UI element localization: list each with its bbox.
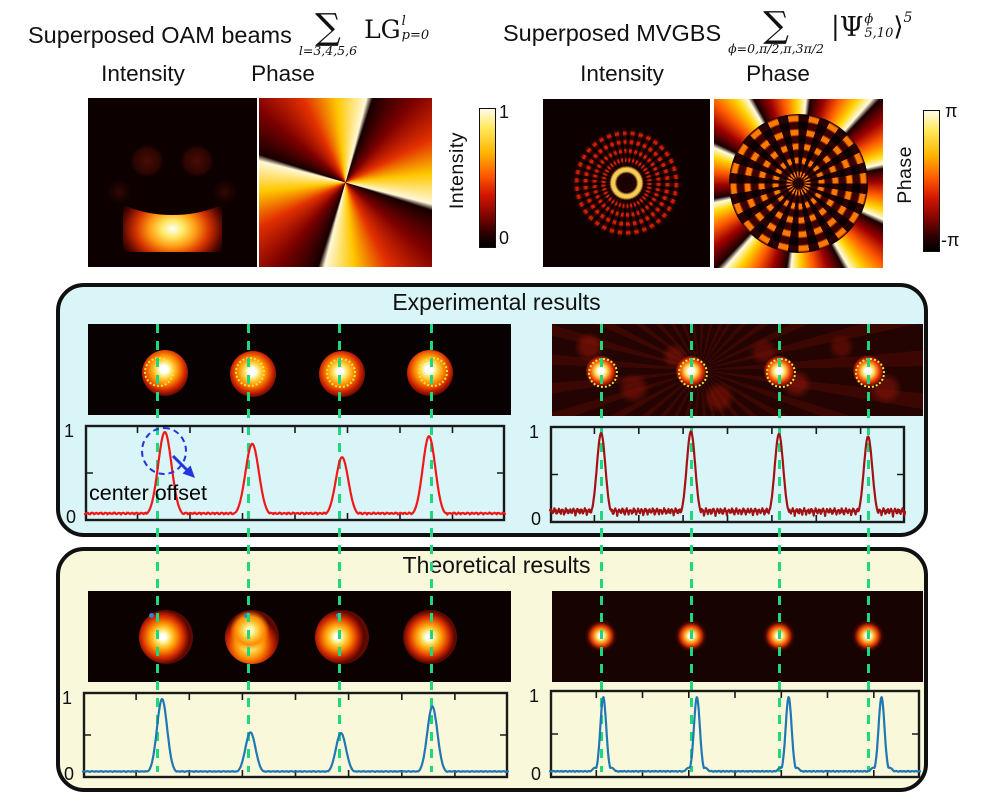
label-phase-left: Phase (251, 61, 315, 86)
profile-curve (83, 424, 507, 522)
mvgbs-intensity-map (543, 99, 710, 267)
mvgbs-phase-map (714, 99, 883, 268)
y-tick-1: 1 (529, 686, 540, 706)
title-oam-text: Superposed OAM beams (28, 21, 292, 48)
center-marker-circle (766, 358, 796, 388)
center-marker-circle (855, 358, 885, 388)
center-marker-circle (144, 357, 174, 387)
y-tick-1: 1 (62, 688, 73, 708)
beam-spot (225, 610, 279, 664)
guide-line (599, 324, 603, 772)
label-intensity-right: Intensity (580, 61, 664, 86)
theoretical-oam-beam-strip (88, 591, 511, 682)
guide-line (429, 324, 433, 772)
y-tick-0: 0 (531, 509, 542, 529)
title-mvgbs: Superposed MVGBS ∑ ϕ=0,π/2,π,3π/2 | Ψ ϕ … (503, 4, 912, 62)
intensity-colorbar-label: Intensity (446, 132, 468, 210)
dim-lobe (180, 146, 214, 176)
guide-line (866, 324, 870, 772)
theoretical-mvgbs-beam-strip (552, 591, 923, 682)
intensity-colorbar-max: 1 (499, 102, 510, 122)
checkered-phase-core (729, 114, 868, 253)
theoretical-mvgbs-profile-plot: 1 0 (529, 686, 922, 784)
guide-line (777, 324, 781, 772)
intensity-colorbar (479, 108, 496, 248)
center-marker-circle (418, 357, 448, 387)
offset-highlight-circle (141, 427, 187, 475)
lg-mode-term: LG l p=0 (364, 14, 430, 44)
oam-phase-map (259, 98, 432, 267)
sum-symbol-oam: ∑ l=3,4,5,6 (298, 7, 358, 59)
center-marker-circle (235, 357, 265, 387)
phase-colorbar-max: π (945, 101, 958, 121)
label-phase-right: Phase (746, 61, 810, 86)
oam-intensity-map (88, 98, 257, 267)
y-tick-1: 1 (529, 422, 540, 442)
profile-curve (548, 425, 907, 524)
offset-center-dot (149, 613, 154, 618)
dim-lobe (212, 180, 238, 204)
ket-term: | Ψ ϕ 5,10 ⟩ 5 (830, 10, 913, 43)
beam-spot (315, 610, 369, 664)
sum-symbol-mvgbs: ∑ ϕ=0,π/2,π,3π/2 (728, 5, 824, 57)
center-marker-circle (588, 358, 618, 388)
guide-line (689, 324, 693, 772)
title-mvgbs-text: Superposed MVGBS (503, 19, 722, 46)
beam-spot (139, 610, 193, 664)
dim-lobe (106, 180, 132, 204)
center-offset-label: center offset (89, 481, 207, 505)
guide-line (246, 324, 250, 772)
experimental-mvgbs-profile-plot: 1 0 (529, 422, 907, 529)
y-tick-0: 0 (531, 764, 542, 784)
label-intensity-left: Intensity (101, 61, 185, 86)
dim-lobe (130, 146, 164, 176)
intensity-colorbar-min: 0 (499, 228, 510, 248)
theoretical-oam-profile-plot: 1 0 (62, 688, 510, 784)
experimental-oam-beam-strip (88, 324, 511, 415)
title-oam-beams: Superposed OAM beams ∑ l=3,4,5,6 LG l p=… (28, 6, 429, 64)
profile-curve (81, 691, 510, 779)
y-tick-1: 1 (64, 421, 75, 441)
theoretical-panel-title: Theoretical results (402, 552, 591, 578)
phase-colorbar-label: Phase (894, 146, 916, 204)
y-tick-0: 0 (66, 507, 77, 527)
experimental-panel-title: Experimental results (392, 289, 601, 315)
guide-line (155, 324, 159, 772)
center-marker-circle (326, 358, 356, 388)
offset-arrow-icon (171, 454, 195, 478)
center-marker-circle (678, 358, 708, 388)
profile-curve (548, 689, 922, 779)
phase-colorbar-min: -π (941, 230, 960, 250)
guide-line (337, 324, 341, 772)
y-tick-0: 0 (64, 764, 75, 784)
experimental-oam-profile-plot: 1 0 (64, 421, 507, 527)
experimental-mvgbs-beam-strip (552, 324, 923, 416)
phase-colorbar (923, 110, 940, 252)
